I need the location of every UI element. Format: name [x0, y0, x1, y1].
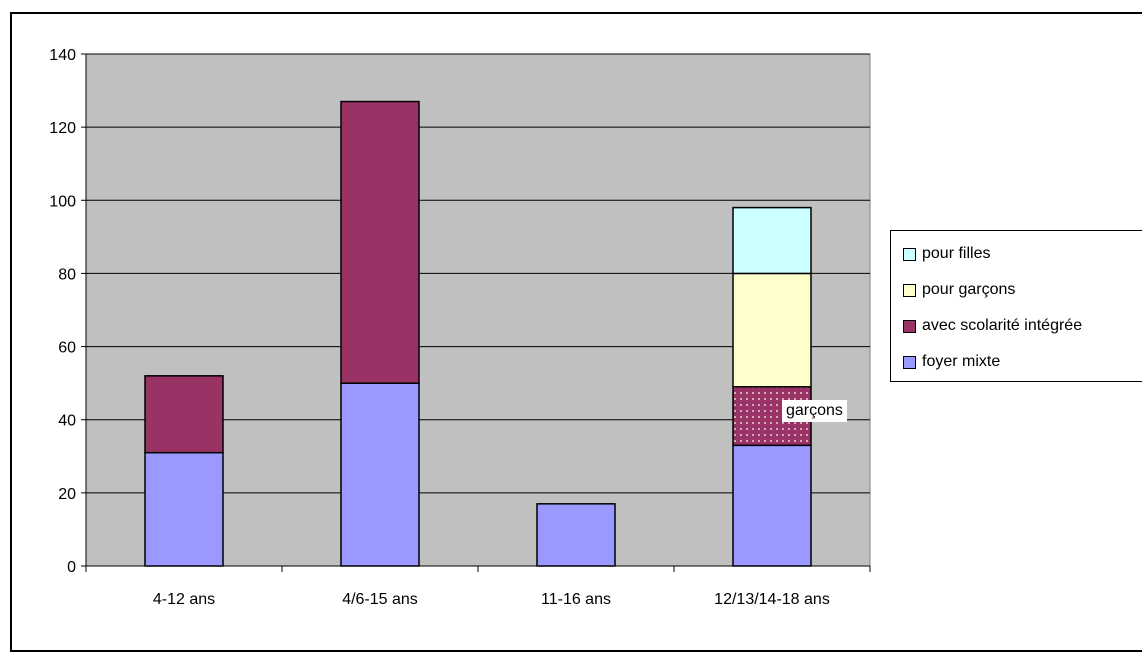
y-tick-label: 100 [49, 193, 76, 210]
y-tick-label: 60 [58, 340, 76, 357]
legend-label: foyer mixte [922, 353, 1001, 370]
bar-segment [536, 503, 616, 567]
bar-segment [340, 382, 420, 567]
legend: pour filles pour garçons avec scolarité … [890, 230, 1142, 382]
legend-item-pour-garcons: pour garçons [903, 281, 1015, 299]
legend-swatch [903, 319, 916, 333]
legend-swatch [903, 355, 916, 369]
x-tick-label: 4/6-15 ans [342, 591, 418, 608]
y-tick-label: 120 [49, 120, 76, 137]
legend-item-pour-filles: pour filles [903, 245, 990, 263]
bar-segment [144, 451, 224, 567]
y-tick-label: 140 [49, 47, 76, 64]
bar-segment [340, 100, 420, 384]
bar-segment [144, 375, 224, 454]
legend-item-avec-scolarite: avec scolarité intégrée [903, 317, 1082, 335]
y-tick-label: 80 [58, 266, 76, 283]
legend-swatch [903, 283, 916, 297]
bar-segment [732, 206, 812, 275]
y-tick-label: 40 [58, 413, 76, 430]
axes: 0 20 40 60 80 100 120 140 4-12 ans 4/6-15 ans 11-1… [49, 47, 871, 608]
legend-label: avec scolarité intégrée [922, 317, 1083, 334]
bars [144, 100, 812, 567]
bar-chart: 0 20 40 60 80 100 120 140 4-12 ans 4/6-15 ans 11-1… [49, 47, 871, 608]
legend-swatch [903, 247, 916, 261]
legend-label: pour filles [922, 245, 991, 262]
legend-item-foyer-mixte: foyer mixte [903, 353, 1000, 371]
bar-segment [732, 272, 812, 388]
legend-label: pour garçons [922, 281, 1016, 298]
y-tick-label: 0 [67, 559, 76, 576]
x-tick-label: 12/13/14-18 ans [714, 591, 830, 608]
x-tick-label: 4-12 ans [153, 591, 215, 608]
y-tick-label: 20 [58, 486, 76, 503]
bar-segment [732, 444, 812, 567]
annotation-label: garçons [782, 400, 847, 422]
x-tick-label: 11-16 ans [541, 591, 611, 608]
